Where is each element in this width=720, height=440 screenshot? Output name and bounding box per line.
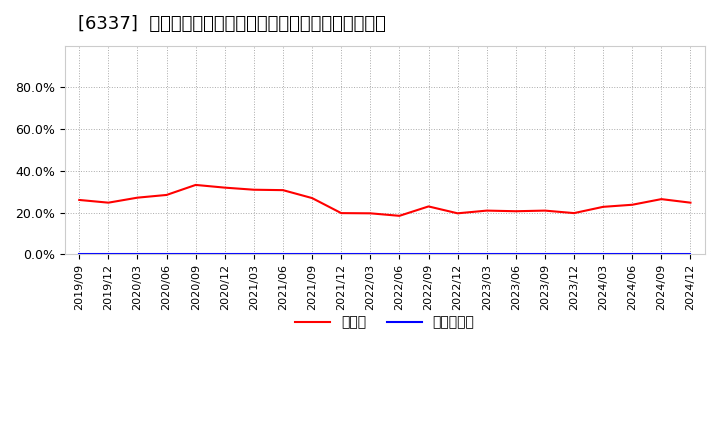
有利子負債 <box>307 252 316 257</box>
有利子負債 <box>395 252 404 257</box>
現預金 <box>395 213 404 219</box>
有利子負債 <box>75 252 84 257</box>
現預金 <box>192 182 200 187</box>
現預金 <box>104 200 113 205</box>
現預金 <box>250 187 258 192</box>
有利子負債 <box>628 252 636 257</box>
Line: 現預金: 現預金 <box>79 185 690 216</box>
有利子負債 <box>133 252 142 257</box>
現預金 <box>133 195 142 200</box>
有利子負債 <box>162 252 171 257</box>
現預金 <box>628 202 636 207</box>
有利子負債 <box>279 252 287 257</box>
有利子負債 <box>104 252 113 257</box>
有利子負債 <box>570 252 578 257</box>
現預金 <box>454 211 462 216</box>
現預金 <box>366 211 374 216</box>
現預金 <box>424 204 433 209</box>
現預金 <box>279 187 287 193</box>
現預金 <box>511 209 520 214</box>
Legend: 現預金, 有利子負債: 現預金, 有利子負債 <box>289 310 480 335</box>
有利子負債 <box>220 252 229 257</box>
有利子負債 <box>657 252 666 257</box>
有利子負債 <box>192 252 200 257</box>
現預金 <box>220 185 229 190</box>
現預金 <box>162 192 171 198</box>
有利子負債 <box>599 252 608 257</box>
有利子負債 <box>482 252 491 257</box>
現預金 <box>570 210 578 216</box>
有利子負債 <box>250 252 258 257</box>
現預金 <box>657 197 666 202</box>
現預金 <box>599 204 608 209</box>
有利子負債 <box>541 252 549 257</box>
有利子負債 <box>686 252 695 257</box>
現預金 <box>482 208 491 213</box>
現預金 <box>541 208 549 213</box>
有利子負債 <box>424 252 433 257</box>
有利子負債 <box>366 252 374 257</box>
有利子負債 <box>511 252 520 257</box>
有利子負債 <box>337 252 346 257</box>
Text: [6337]  現預金、有利子負債の総資産に対する比率の推移: [6337] 現預金、有利子負債の総資産に対する比率の推移 <box>78 15 385 33</box>
有利子負債 <box>454 252 462 257</box>
現預金 <box>75 197 84 202</box>
現預金 <box>307 195 316 201</box>
現預金 <box>686 200 695 205</box>
現預金 <box>337 210 346 216</box>
